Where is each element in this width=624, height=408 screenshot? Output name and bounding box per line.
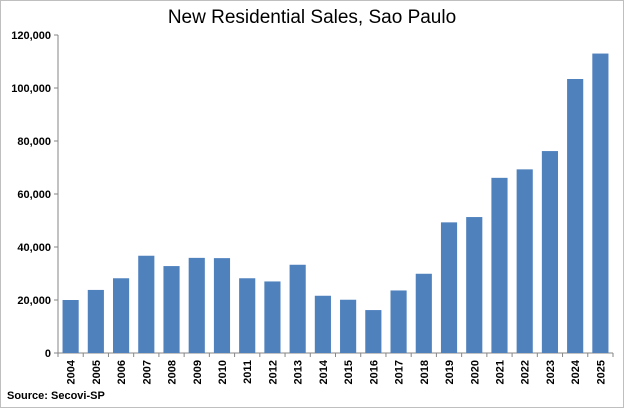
y-axis: 0 20,000 40,000 60,000 80,000 100,000 120,000	[11, 30, 59, 360]
bar-2007	[138, 255, 155, 353]
y-tick-label: 0	[45, 348, 51, 360]
x-tick-label: 2016	[368, 360, 380, 384]
bar-2008	[163, 266, 180, 353]
bar-2011	[239, 278, 256, 353]
x-tick-label: 2014	[318, 359, 330, 384]
bar-2018	[415, 273, 432, 353]
bar-2025	[592, 53, 609, 354]
x-tick-label: 2012	[267, 360, 279, 384]
bar-2009	[188, 257, 205, 353]
bar-2024	[567, 78, 584, 354]
x-tick-label: 2009	[192, 360, 204, 384]
x-tick-label: 2013	[293, 360, 305, 384]
bar-2021	[491, 177, 508, 353]
x-tick-label: 2022	[520, 360, 532, 384]
bar-2013	[289, 264, 306, 353]
x-tick-label: 2004	[66, 359, 78, 384]
bar-2015	[340, 299, 357, 353]
bar-2016	[365, 310, 382, 353]
x-tick-label: 2023	[545, 360, 557, 384]
bar-2022	[516, 169, 533, 353]
bar-2005	[87, 289, 104, 353]
x-tick-label: 2015	[343, 360, 355, 384]
x-tick-label: 2018	[419, 360, 431, 384]
bar-2020	[466, 217, 483, 353]
x-tick-label: 2006	[116, 360, 128, 384]
x-tick-label: 2020	[469, 360, 481, 384]
y-tick-label: 60,000	[17, 189, 51, 201]
bar-2010	[213, 258, 231, 353]
chart-title: New Residential Sales, Sao Paulo	[167, 7, 457, 28]
x-tick-label: 2025	[595, 360, 607, 384]
x-tick-label: 2010	[217, 360, 229, 384]
bar-2014	[314, 295, 331, 353]
x-tick-label: 2019	[444, 360, 456, 384]
x-tick-label: 2011	[242, 360, 254, 384]
x-tick-label: 2007	[141, 360, 153, 384]
bar-2012	[264, 281, 281, 353]
x-tick-label: 2005	[91, 360, 103, 384]
bar-2023	[541, 151, 559, 353]
x-axis: 2004 2005 2006 2007 2008 2009 2010 2011 2012 2013…	[57, 352, 614, 384]
x-tick-label: 2021	[494, 360, 506, 384]
y-tick-label: 120,000	[11, 30, 51, 42]
y-tick-label: 40,000	[17, 242, 51, 254]
bar-2004	[62, 300, 79, 353]
y-tick-label: 20,000	[17, 295, 51, 307]
source-note: Source: Secovi-SP	[7, 390, 105, 402]
y-tick-label: 80,000	[17, 136, 51, 148]
y-tick-label: 100,000	[11, 83, 51, 95]
bars-group	[62, 53, 609, 354]
bar-2006	[112, 278, 130, 353]
bar-2019	[440, 222, 458, 353]
x-tick-label: 2008	[167, 360, 179, 384]
x-tick-label: 2024	[570, 359, 582, 384]
bar-2017	[390, 290, 407, 353]
x-tick-label: 2017	[394, 360, 406, 384]
